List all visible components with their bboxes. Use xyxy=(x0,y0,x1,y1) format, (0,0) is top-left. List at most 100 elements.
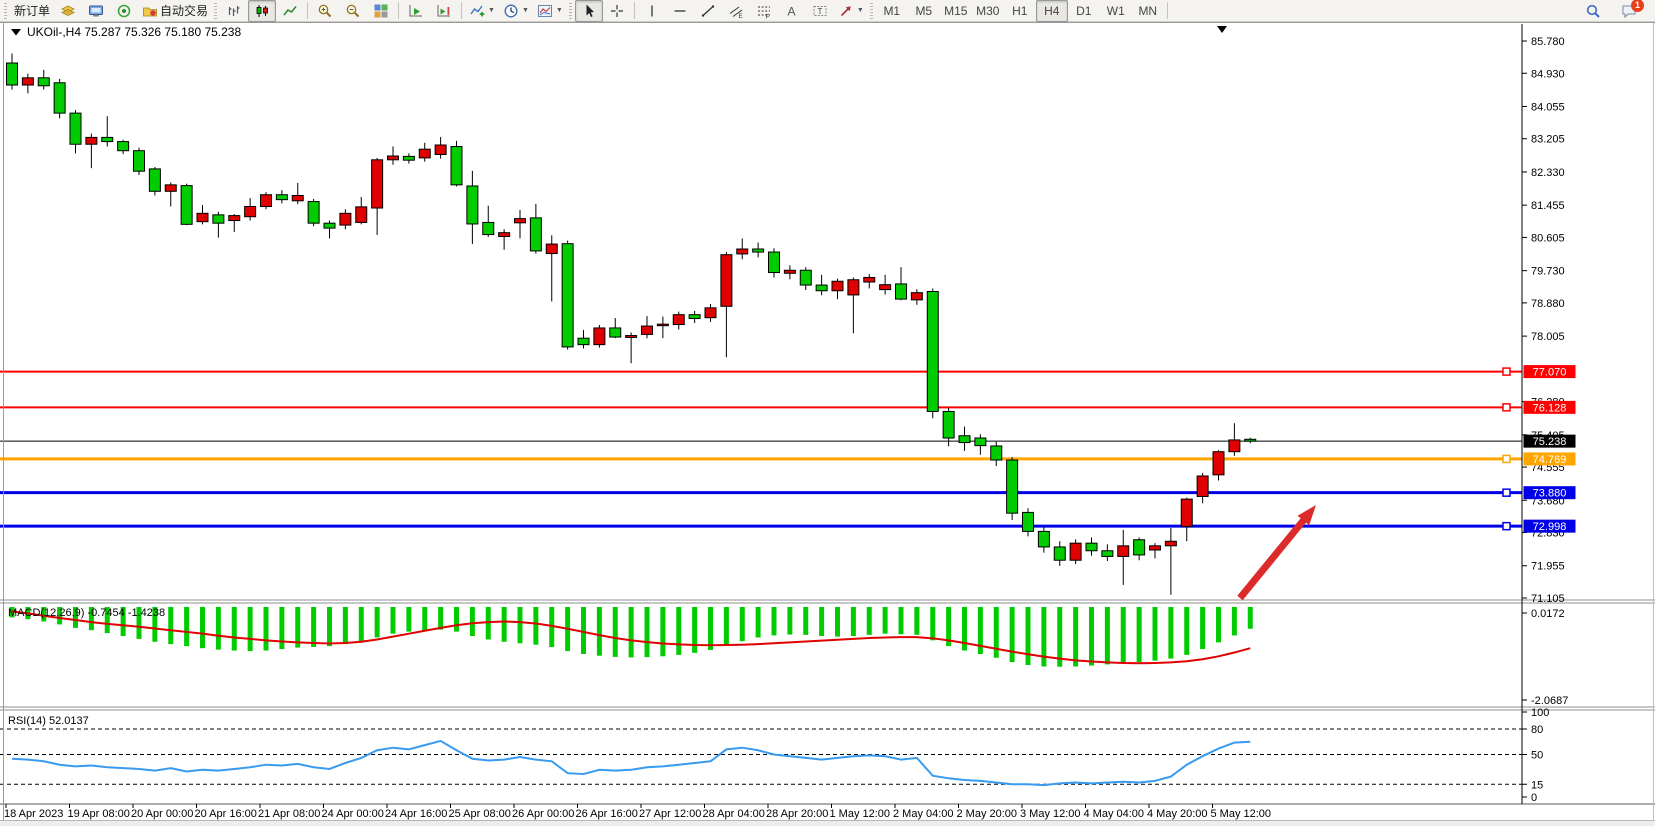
templates-button[interactable]: ▼ xyxy=(533,0,567,22)
chat-icon: 1 xyxy=(1621,0,1644,19)
periods-button[interactable]: ▼ xyxy=(499,0,533,22)
macd-label: MACD(12,26,9) -0.7454 -1.4238 xyxy=(8,607,165,619)
chevron-down-icon[interactable]: ▼ xyxy=(521,7,529,14)
line-chart-button[interactable] xyxy=(276,0,304,22)
zoom-out-button[interactable] xyxy=(339,0,367,22)
cursor-button[interactable] xyxy=(574,0,603,22)
horizontal-line-icon xyxy=(672,3,688,19)
candle-body xyxy=(609,327,622,338)
trendline-icon xyxy=(700,3,716,19)
toolbar-grip[interactable] xyxy=(214,2,218,19)
autotrade-button[interactable]: 自动交易 xyxy=(138,0,212,22)
timeframe-m15-button[interactable]: M15 xyxy=(940,0,972,22)
auto-scroll-button[interactable] xyxy=(402,0,430,22)
time-axis[interactable]: 18 Apr 2023 19 Apr 08:00 20 Apr 00:00 20 Ap… xyxy=(4,804,1271,820)
chart-shift-button[interactable] xyxy=(430,0,458,22)
time-tick-label: 26 Apr 00:00 xyxy=(512,808,574,820)
rsi-tick-label: 0 xyxy=(1531,792,1537,804)
timeframe-m5-button[interactable]: M5 xyxy=(908,0,940,22)
hline-handle[interactable] xyxy=(1502,488,1511,497)
rsi-tick-label: 15 xyxy=(1531,779,1543,791)
chevron-down-icon[interactable]: ▼ xyxy=(488,7,495,14)
new-order-button[interactable]: 新订单 xyxy=(10,0,54,22)
hline-handle[interactable] xyxy=(1502,403,1511,412)
toolbar-separator xyxy=(398,2,400,19)
chat-button[interactable]: 1 xyxy=(1615,0,1644,22)
candle-body xyxy=(117,141,130,152)
macd-histogram-bar xyxy=(469,607,475,636)
macd-tick-label: -2.0687 xyxy=(1531,695,1568,707)
fibonacci-button[interactable]: F xyxy=(750,0,778,22)
timeframe-h4-button[interactable]: H4 xyxy=(1035,0,1068,22)
bar-chart-button[interactable] xyxy=(220,0,248,22)
toolbar-grip[interactable] xyxy=(568,2,572,19)
candle-chart-icon xyxy=(254,3,270,19)
toolbar-grip[interactable] xyxy=(869,2,873,19)
macd-histogram-bar xyxy=(596,607,602,656)
symbol-dropdown-icon[interactable] xyxy=(11,29,21,36)
hline-handle[interactable] xyxy=(1502,454,1511,464)
macd-histogram-bar xyxy=(215,607,221,650)
timeframe-m1-button[interactable]: M1 xyxy=(876,0,908,22)
signals-button[interactable] xyxy=(110,0,138,22)
search-button[interactable] xyxy=(1579,0,1607,22)
zoom-in-button[interactable] xyxy=(311,0,339,22)
hline-handle[interactable] xyxy=(1502,521,1511,531)
candle-body xyxy=(910,292,923,301)
terminal-button[interactable] xyxy=(82,0,110,22)
macd-histogram-bar xyxy=(1152,607,1158,661)
crosshair-button[interactable] xyxy=(603,0,631,22)
tile-windows-button[interactable] xyxy=(367,0,395,22)
candle-body xyxy=(514,218,526,224)
candle-body xyxy=(196,212,209,223)
price-tick-label: 78.880 xyxy=(1531,298,1565,310)
timeframe-m15-button-label: M15 xyxy=(944,3,968,18)
chart-window: 85.780 84.930 84.055 83.205 82.330 81.455 80.6… xyxy=(0,22,1655,820)
timeframe-h1-button[interactable]: H1 xyxy=(1004,0,1036,22)
macd-histogram-bar xyxy=(708,607,713,650)
timeframe-m30-button[interactable]: M30 xyxy=(972,0,1004,22)
timeframe-w1-button[interactable]: W1 xyxy=(1100,0,1132,22)
arrow-head[interactable] xyxy=(1297,505,1316,526)
horizontal-line-button[interactable] xyxy=(666,0,694,22)
macd-histogram-bar xyxy=(247,607,253,652)
charts-button[interactable] xyxy=(54,0,82,22)
line-chart-icon xyxy=(282,3,298,19)
trendline-button[interactable] xyxy=(694,0,722,22)
price-axis[interactable]: 85.780 84.930 84.055 83.205 82.330 81.455 80.6… xyxy=(1521,24,1576,804)
price-chart: 85.780 84.930 84.055 83.205 82.330 81.455 80.6… xyxy=(0,22,1655,820)
text-button[interactable]: A xyxy=(778,0,806,22)
candle-body xyxy=(1101,550,1114,557)
macd-histogram-bar xyxy=(723,607,729,646)
price-tag-label: 75.238 xyxy=(1533,436,1567,448)
label-button[interactable]: T xyxy=(806,0,834,22)
candle-body xyxy=(974,437,987,447)
macd-histogram-bar xyxy=(120,607,126,636)
macd-histogram-bar xyxy=(438,607,444,630)
chevron-down-icon[interactable]: ▼ xyxy=(856,7,864,14)
toolbar-separator xyxy=(307,2,309,19)
hline-handle[interactable] xyxy=(1502,367,1511,376)
macd-histogram-bar xyxy=(835,607,840,637)
text-a-icon: A xyxy=(784,3,800,19)
candle-chart-button[interactable] xyxy=(248,0,277,22)
channel-button[interactable]: E xyxy=(722,0,750,22)
arrow-shaft[interactable] xyxy=(1237,516,1308,601)
candle-body xyxy=(434,144,447,155)
macd-histogram-bar xyxy=(1057,607,1063,667)
candle-body xyxy=(291,194,304,202)
macd-histogram-bar xyxy=(1025,607,1031,665)
candle-body xyxy=(1037,530,1050,548)
chevron-down-icon[interactable]: ▼ xyxy=(555,7,563,14)
vertical-line-button[interactable] xyxy=(638,0,666,22)
chart-background xyxy=(0,22,1655,820)
chart-shift-marker[interactable] xyxy=(1217,26,1227,33)
indicators-button[interactable]: ▼ xyxy=(465,0,499,22)
annotation-arrow[interactable] xyxy=(1237,505,1316,601)
toolbar-grip[interactable] xyxy=(4,2,7,19)
shapes-button[interactable]: ▼ xyxy=(834,0,868,22)
timeframe-mn-button[interactable]: MN xyxy=(1132,0,1164,22)
rsi-tick-label: 50 xyxy=(1531,750,1543,762)
time-tick-label: 2 May 20:00 xyxy=(957,808,1018,820)
timeframe-d1-button[interactable]: D1 xyxy=(1068,0,1100,22)
